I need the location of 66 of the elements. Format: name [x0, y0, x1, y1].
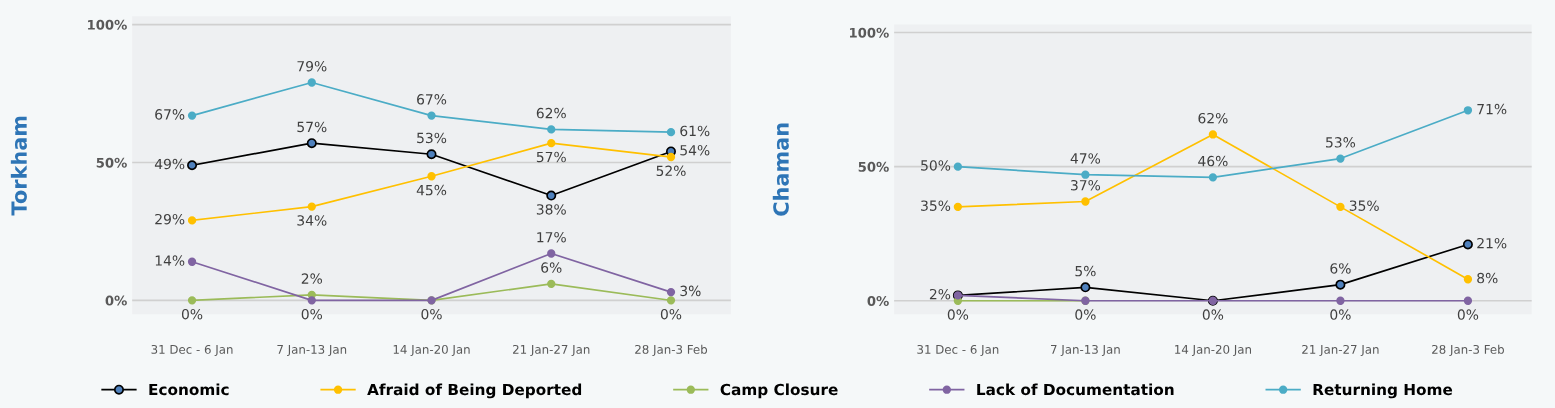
data-label: 53% — [1326, 137, 1356, 148]
data-label: 0% — [301, 308, 323, 320]
data-label: 50% — [921, 160, 951, 171]
data-label: 67% — [155, 109, 185, 120]
x-tick-label: 21 Jan-27 Jan — [1302, 344, 1379, 357]
data-label: 37% — [1071, 179, 1101, 191]
legend-label: Lack of Documentation — [977, 383, 1174, 396]
data-label: 5% — [1075, 265, 1096, 277]
data-label: 0% — [421, 308, 442, 320]
data-label: 52% — [656, 165, 686, 177]
data-label: 38% — [536, 204, 566, 215]
x-tick-label: 28 Jan-3 Feb — [1432, 344, 1504, 357]
data-label: 35% — [921, 200, 951, 211]
x-tick-label: 14 Jan-20 Jan — [1175, 344, 1251, 357]
x-tick-label: 31 Dec - 6 Jan — [917, 344, 999, 357]
x-tick-label: 14 Jan-20 Jan — [393, 344, 470, 357]
legend-label: Camp Closure — [720, 383, 838, 399]
data-label: 6% — [541, 262, 562, 273]
data-label: 67% — [417, 94, 447, 105]
y-tick-label: 50% — [858, 161, 889, 172]
data-label: 47% — [1070, 153, 1101, 164]
y-tick-label: 0% — [867, 295, 889, 306]
data-label: 45% — [416, 184, 447, 196]
data-label: 29% — [155, 213, 185, 225]
data-label: 34% — [297, 215, 327, 226]
y-axis-title: Chaman — [772, 123, 789, 216]
data-label: 35% — [1349, 200, 1379, 211]
data-label: 71% — [1477, 103, 1507, 115]
data-label: 0% — [1457, 309, 1479, 320]
data-label: 54% — [680, 144, 710, 156]
data-label: 57% — [297, 121, 327, 133]
legend-label: Economic — [149, 383, 229, 396]
data-label: 49% — [154, 158, 185, 170]
y-axis-title: Torkham — [10, 116, 27, 216]
y-tick-label: 0% — [105, 295, 127, 306]
y-tick-label: 100% — [88, 19, 127, 30]
legend-label: Afraid of Being Deported — [367, 383, 582, 399]
x-tick-label: 7 Jan-13 Jan — [1051, 344, 1120, 357]
data-label: 46% — [1198, 155, 1228, 167]
data-label: 0% — [1202, 309, 1224, 320]
data-label: 57% — [536, 151, 566, 163]
data-label: 8% — [1477, 272, 1498, 284]
data-label: 17% — [537, 231, 566, 243]
data-label: 0% — [181, 308, 203, 320]
data-label: 6% — [1330, 263, 1351, 274]
data-label: 62% — [1198, 112, 1228, 124]
data-label: 0% — [660, 308, 682, 320]
y-tick-label: 100% — [849, 27, 889, 38]
data-label: 61% — [680, 125, 710, 137]
x-tick-label: 21 Jan-27 Jan — [513, 344, 590, 357]
legend-label: Returning Home — [1313, 383, 1453, 399]
data-label: 53% — [417, 132, 447, 144]
data-label: 0% — [947, 309, 969, 320]
x-tick-label: 7 Jan-13 Jan — [277, 344, 347, 357]
data-label: 21% — [1477, 237, 1507, 249]
data-label: 2% — [929, 288, 951, 300]
y-tick-label: 50% — [96, 157, 127, 168]
data-label: 14% — [155, 255, 185, 266]
x-tick-label: 28 Jan-3 Feb — [635, 344, 708, 357]
data-label: 0% — [1075, 309, 1096, 320]
data-label: 2% — [301, 273, 323, 284]
data-label: 0% — [1330, 309, 1351, 320]
data-label: 79% — [297, 60, 327, 72]
x-tick-label: 31 Dec - 6 Jan — [151, 344, 233, 357]
data-label: 62% — [536, 107, 566, 119]
data-label: 3% — [680, 285, 701, 297]
